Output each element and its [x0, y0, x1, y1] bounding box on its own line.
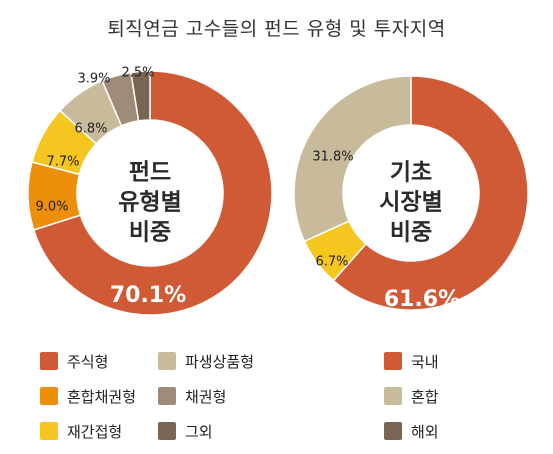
fund-type-legend-swatch [158, 422, 176, 440]
donut1-value-label-4: 3.9% [77, 72, 110, 87]
market-legend-label: 혼합 [411, 387, 439, 406]
donut1-value-label-2: 7.7% [46, 155, 79, 170]
market-legend-swatch [384, 422, 402, 440]
fund-type-legend-label: 그외 [185, 422, 213, 441]
fund-type-legend-swatch [158, 352, 176, 370]
fund-type-legend-label: 파생상품형 [185, 352, 255, 371]
donut1-value-label-1: 9.0% [35, 200, 68, 215]
donut2-center-label-2: 비중 [390, 220, 432, 246]
market-legend-item-0: 국내 [384, 349, 439, 373]
donut1-value-label-0: 70.1% [110, 283, 186, 308]
market-legend-label: 해외 [411, 422, 439, 441]
fund-type-legend-label: 주식형 [67, 352, 109, 371]
donut2-center-label-1: 시장별 [379, 190, 442, 216]
fund-type-legend-item-0: 주식형 [40, 349, 108, 373]
donut2-center-label-0: 기초 [390, 160, 432, 186]
fund-type-legend-label: 혼합채권형 [67, 387, 137, 406]
donut2-value-label-1: 6.7% [315, 255, 348, 270]
market-legend-swatch [384, 352, 402, 370]
donut1-value-label-5: 2.5% [121, 66, 154, 81]
donut1-slice-0 [32, 70, 273, 316]
fund-type-legend-swatch [40, 422, 58, 440]
donut1-value-label-3: 6.8% [74, 122, 107, 137]
market-legend-swatch [384, 387, 402, 405]
donut2-value-label-0: 61.6% [384, 287, 460, 312]
fund-type-legend-swatch [40, 387, 58, 405]
donut1-slice-5 [130, 70, 151, 122]
fund-type-legend-item-1: 혼합채권형 [40, 384, 136, 408]
donut1-center-label-2: 비중 [129, 220, 171, 246]
fund-type-legend-swatch [158, 387, 176, 405]
chart-title: 퇴직연금 고수들의 펀드 유형 및 투자지역 [107, 18, 446, 40]
donut2-slice-0 [332, 75, 529, 311]
fund-type-legend-item-5: 그외 [158, 419, 213, 443]
fund-type-legend-item-4: 채권형 [158, 384, 226, 408]
fund-type-legend-label: 재간접형 [67, 422, 123, 441]
donut1-center-label-1: 유형별 [118, 190, 181, 216]
fund-type-legend-item-2: 재간접형 [40, 419, 122, 443]
fund-type-legend-swatch [40, 352, 58, 370]
market-legend-item-2: 해외 [384, 419, 439, 443]
market-legend-label: 국내 [411, 352, 439, 371]
market-legend-item-1: 혼합 [384, 384, 439, 408]
donut2-slice-2 [293, 75, 412, 243]
fund-type-legend-label: 채권형 [185, 387, 227, 406]
donut2-value-label-2: 31.8% [312, 150, 353, 165]
fund-type-legend-item-3: 파생상품형 [158, 349, 254, 373]
donut1-center-label-0: 펀드 [129, 160, 171, 186]
